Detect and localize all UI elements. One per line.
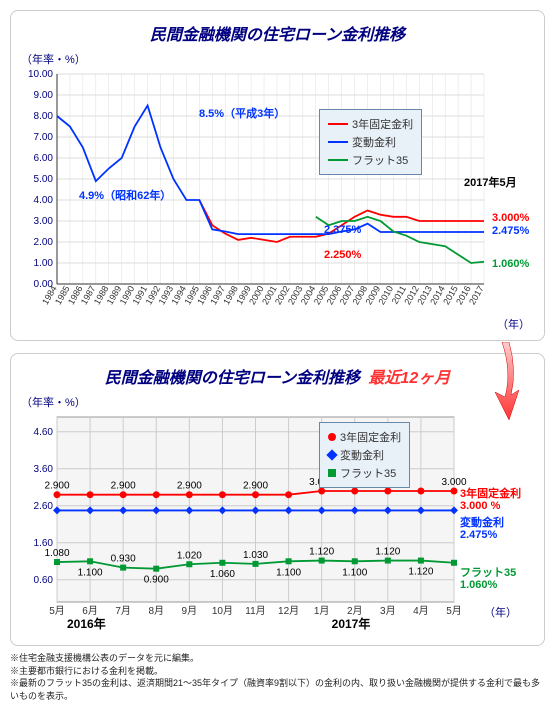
svg-text:3.000: 3.000 bbox=[441, 477, 466, 488]
svg-text:5月: 5月 bbox=[49, 605, 65, 617]
svg-text:1月: 1月 bbox=[314, 605, 330, 617]
svg-text:1.100: 1.100 bbox=[342, 567, 367, 578]
chart2-svg: 0.601.602.603.604.605月6月7月8月9月10月11月12月1… bbox=[19, 412, 534, 637]
svg-text:7.00: 7.00 bbox=[34, 132, 54, 143]
svg-text:1.060: 1.060 bbox=[210, 569, 235, 580]
svg-text:0.930: 0.930 bbox=[111, 554, 136, 565]
chart2-ylabel: （年率・%） bbox=[21, 394, 536, 410]
chart2-legend: 3年固定金利変動金利フラット35 bbox=[319, 422, 410, 488]
svg-text:2.60: 2.60 bbox=[34, 501, 54, 512]
right-label: フラット351.060% bbox=[460, 567, 516, 591]
chart1-legend: 3年固定金利変動金利フラット35 bbox=[319, 109, 422, 175]
svg-text:1.030: 1.030 bbox=[243, 550, 268, 561]
svg-text:2017年: 2017年 bbox=[332, 616, 371, 631]
svg-text:1.100: 1.100 bbox=[276, 567, 301, 578]
svg-text:2.900: 2.900 bbox=[243, 481, 268, 492]
chart1-ylabel: （年率・%） bbox=[21, 51, 536, 67]
svg-text:12月: 12月 bbox=[278, 605, 299, 617]
svg-text:1.120: 1.120 bbox=[375, 547, 400, 558]
svg-text:（年）: （年） bbox=[484, 605, 517, 619]
footnote-3: ※最新のフラット35の金利は、返済期間21～35年タイプ（融資率9割以下）の金利… bbox=[10, 677, 545, 702]
svg-text:8.00: 8.00 bbox=[34, 111, 54, 122]
svg-text:8月: 8月 bbox=[148, 605, 164, 617]
annotation: 2017年5月 bbox=[464, 174, 517, 190]
annotation: 2.250% bbox=[324, 249, 361, 261]
svg-text:6月: 6月 bbox=[82, 605, 98, 617]
footnote-2: ※主要都市銀行における金利を掲載。 bbox=[10, 665, 545, 678]
annotation: 1.060% bbox=[492, 258, 529, 270]
chart2-title-wrap: 民間金融機関の住宅ローン金利推移 最近12ヶ月 bbox=[19, 364, 536, 388]
chart2-title-b: 最近12ヶ月 bbox=[368, 370, 450, 387]
chart2-box: 0.601.602.603.604.605月6月7月8月9月10月11月12月1… bbox=[19, 412, 536, 637]
svg-text:4.60: 4.60 bbox=[34, 427, 54, 438]
svg-text:1.080: 1.080 bbox=[44, 548, 69, 559]
arrow-icon bbox=[487, 342, 527, 422]
svg-text:2.00: 2.00 bbox=[34, 237, 54, 248]
svg-text:0.60: 0.60 bbox=[34, 575, 54, 586]
svg-text:4.00: 4.00 bbox=[34, 195, 54, 206]
svg-text:7月: 7月 bbox=[115, 605, 131, 617]
svg-text:3月: 3月 bbox=[380, 605, 396, 617]
svg-text:2.900: 2.900 bbox=[44, 481, 69, 492]
svg-text:1.00: 1.00 bbox=[34, 258, 54, 269]
chart1-panel: 民間金融機関の住宅ローン金利推移 （年率・%） 0.001.002.003.00… bbox=[10, 10, 545, 341]
svg-text:10月: 10月 bbox=[212, 605, 233, 617]
svg-text:2.900: 2.900 bbox=[111, 481, 136, 492]
annotation: 8.5%（平成3年） bbox=[199, 105, 285, 121]
right-label: 3年固定金利3.000 % bbox=[460, 488, 521, 512]
svg-text:10.00: 10.00 bbox=[28, 69, 53, 80]
footnote-1: ※住宅金融支援機構公表のデータを元に編集。 bbox=[10, 652, 545, 665]
right-label: 変動金利2.475% bbox=[460, 517, 504, 541]
svg-text:2.900: 2.900 bbox=[177, 481, 202, 492]
svg-text:2016年: 2016年 bbox=[67, 616, 106, 631]
svg-text:3.60: 3.60 bbox=[34, 464, 54, 475]
svg-text:2月: 2月 bbox=[347, 605, 363, 617]
annotation: 4.9%（昭和62年） bbox=[79, 187, 171, 203]
svg-text:5月: 5月 bbox=[446, 605, 462, 617]
svg-text:1.120: 1.120 bbox=[408, 567, 433, 578]
svg-text:9月: 9月 bbox=[182, 605, 198, 617]
chart1-box: 0.001.002.003.004.005.006.007.008.009.00… bbox=[19, 69, 536, 314]
svg-text:5.00: 5.00 bbox=[34, 174, 54, 185]
svg-text:0.900: 0.900 bbox=[144, 575, 169, 586]
svg-text:11月: 11月 bbox=[245, 605, 265, 617]
svg-text:3.00: 3.00 bbox=[34, 216, 54, 227]
chart2-panel: 民間金融機関の住宅ローン金利推移 最近12ヶ月 （年率・%） 0.601.602… bbox=[10, 353, 545, 646]
chart1-title: 民間金融機関の住宅ローン金利推移 bbox=[19, 21, 536, 45]
chart2-title-a: 民間金融機関の住宅ローン金利推移 bbox=[105, 370, 360, 387]
svg-text:6.00: 6.00 bbox=[34, 153, 54, 164]
annotation: 2.475% bbox=[492, 225, 529, 237]
svg-text:1.100: 1.100 bbox=[78, 567, 103, 578]
footnotes: ※住宅金融支援機構公表のデータを元に編集。 ※主要都市銀行における金利を掲載。 … bbox=[10, 652, 545, 702]
svg-text:9.00: 9.00 bbox=[34, 90, 54, 101]
chart1-xlabel: （年） bbox=[19, 316, 530, 332]
svg-text:4月: 4月 bbox=[413, 605, 429, 617]
annotation: 3.000% bbox=[492, 212, 529, 224]
svg-text:1.020: 1.020 bbox=[177, 550, 202, 561]
annotation: 2.375% bbox=[324, 224, 361, 236]
svg-text:1.120: 1.120 bbox=[309, 547, 334, 558]
